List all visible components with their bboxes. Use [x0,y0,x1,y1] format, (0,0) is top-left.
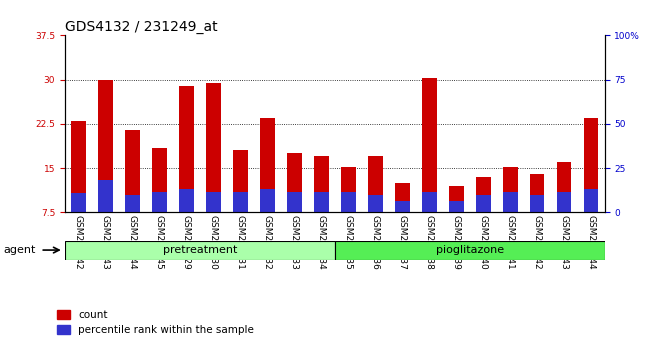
Bar [125,195,140,212]
Bar [125,130,140,212]
Bar [341,192,356,212]
Bar [314,156,329,212]
Bar [260,118,275,212]
Bar [233,150,248,212]
Text: agent: agent [3,245,36,255]
Bar [260,189,275,212]
Bar [368,156,383,212]
Bar [584,118,599,212]
Bar [422,79,437,212]
Bar [233,192,248,212]
Bar [71,121,86,212]
Bar [530,195,545,212]
Bar [395,201,410,212]
Bar [206,82,221,212]
Bar [502,167,517,212]
Bar [152,148,167,212]
Bar [448,186,463,212]
Bar [556,192,571,212]
Bar [287,192,302,212]
Text: pretreatment: pretreatment [162,245,237,256]
Bar [422,192,437,212]
Bar [206,192,221,212]
Bar [530,174,545,212]
Bar [556,162,571,212]
Bar [98,80,113,212]
Text: pioglitazone: pioglitazone [436,245,504,256]
Bar [335,241,604,260]
Bar [476,177,491,212]
Bar [314,192,329,212]
Bar [65,241,335,260]
Bar [71,193,86,212]
Bar [368,195,383,212]
Legend: count, percentile rank within the sample: count, percentile rank within the sample [57,310,254,335]
Bar [584,189,599,212]
Bar [98,180,113,212]
Bar [179,86,194,212]
Bar [179,189,194,212]
Bar [476,195,491,212]
Bar [448,201,463,212]
Bar [152,192,167,212]
Bar [502,192,517,212]
Text: GDS4132 / 231249_at: GDS4132 / 231249_at [65,21,218,34]
Bar [395,183,410,212]
Bar [341,167,356,212]
Bar [287,153,302,212]
